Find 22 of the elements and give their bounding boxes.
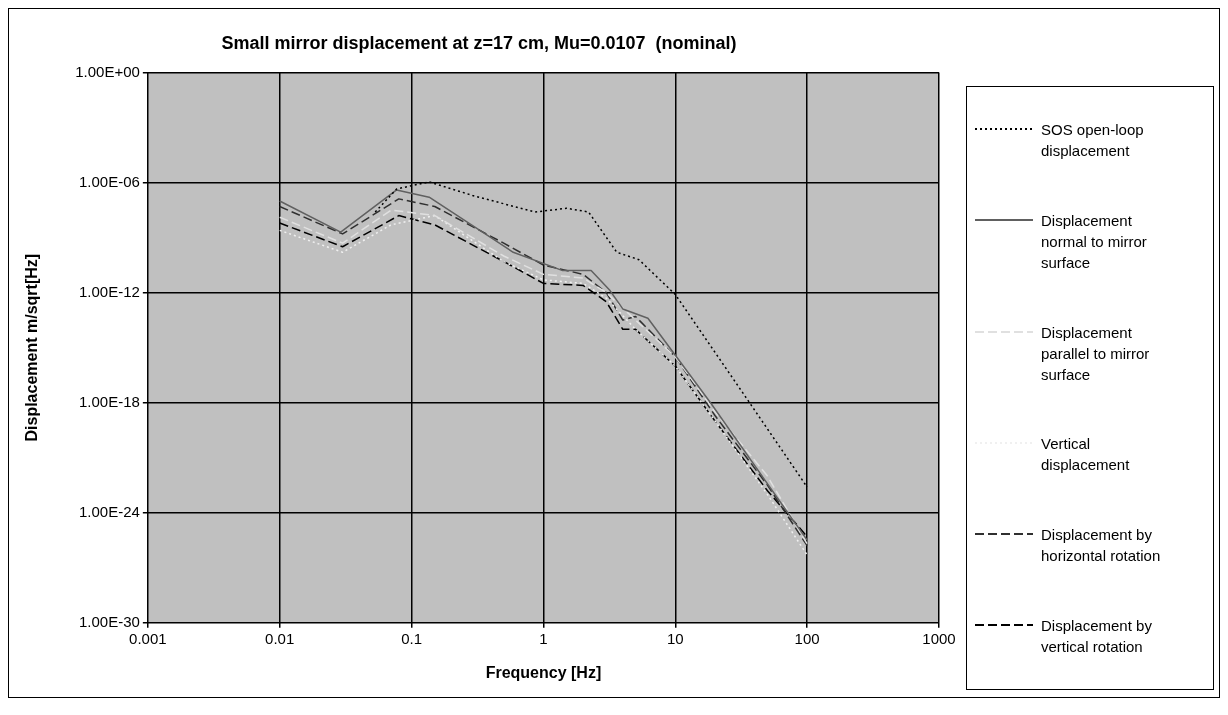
y-tick-label: 1.00E-30	[78, 612, 140, 630]
x-axis-title: Frequency [Hz]	[485, 663, 602, 681]
y-tick-label: 1.00E+00	[75, 62, 140, 80]
x-tick-label: 0.001	[129, 629, 167, 647]
x-tick-label: 0.01	[265, 629, 295, 647]
legend-label: Displacement by horizontal rotation	[1041, 524, 1162, 566]
x-tick-label: 10	[666, 629, 684, 647]
legend-label: Displacement parallel to mirror surface	[1041, 322, 1151, 385]
x-tick-label: 1000	[922, 629, 956, 647]
x-tick-label: 100	[794, 629, 820, 647]
chart-title: Small mirror displacement at z=17 cm, Mu=0.0107 (nominal)	[221, 32, 737, 53]
y-tick-label: 1.00E-06	[78, 172, 140, 190]
legend-label: Vertical displacement	[1041, 434, 1131, 476]
y-tick-label: 1.00E-18	[78, 392, 140, 410]
legend-label: Displacement by vertical rotation	[1041, 615, 1153, 657]
x-tick-label: 0.1	[401, 629, 422, 647]
y-tick-label: 1.00E-12	[78, 282, 140, 300]
x-tick-label: 1	[539, 629, 548, 647]
y-axis-title: Displacement m/sqrt[Hz]	[23, 253, 41, 442]
legend-label: SOS open-loop displacement	[1041, 120, 1145, 162]
y-tick-label: 1.00E-24	[78, 502, 140, 520]
legend-label: Displacement normal to mirror surface	[1041, 211, 1148, 273]
